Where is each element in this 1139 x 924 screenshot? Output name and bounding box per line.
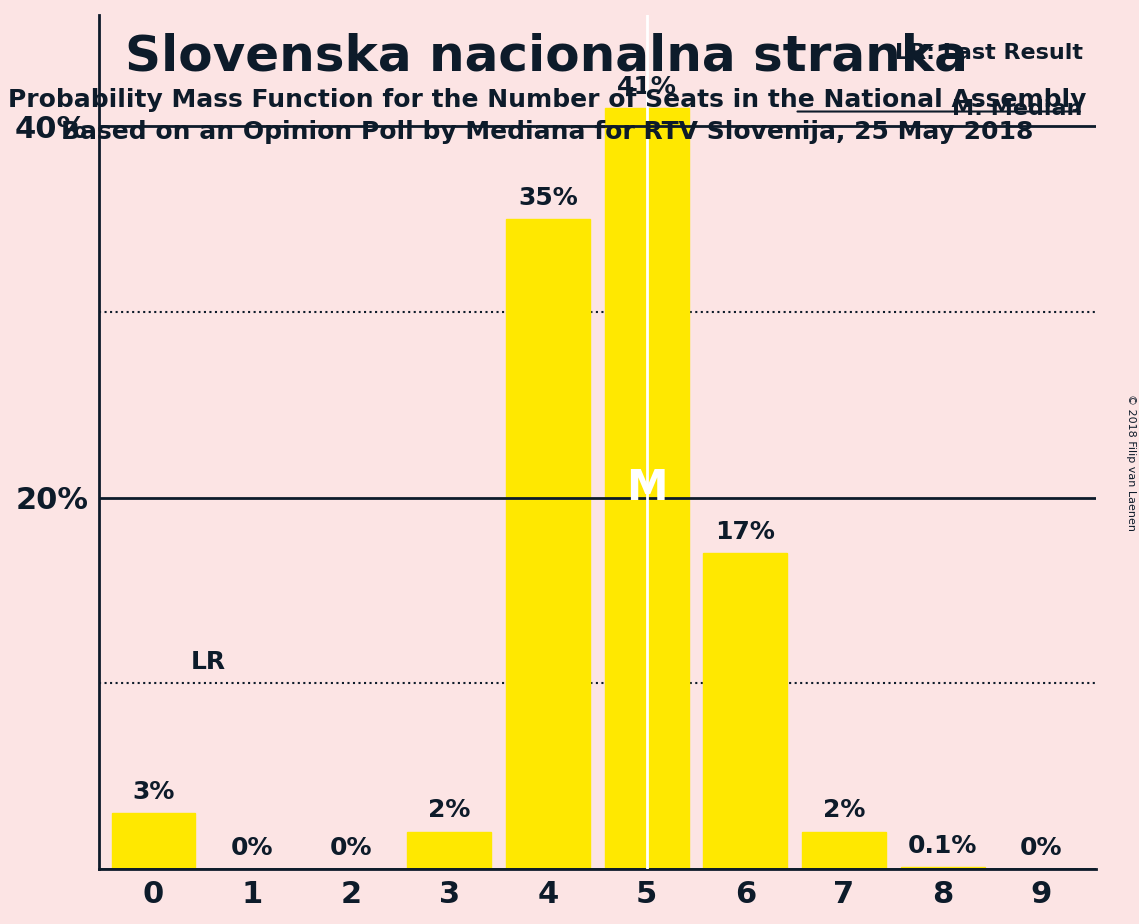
Bar	[704, 553, 787, 869]
Text: © 2018 Filip van Laenen: © 2018 Filip van Laenen	[1126, 394, 1136, 530]
Text: M: Median: M: Median	[952, 99, 1083, 118]
Text: 3%: 3%	[132, 780, 174, 804]
Text: Slovenska nacionalna stranka: Slovenska nacionalna stranka	[125, 32, 968, 80]
Text: 0%: 0%	[1021, 835, 1063, 859]
Text: 0%: 0%	[329, 835, 372, 859]
Text: 35%: 35%	[518, 186, 577, 210]
Text: 0.1%: 0.1%	[908, 833, 977, 857]
Bar	[112, 813, 196, 869]
Bar	[506, 219, 590, 869]
Text: 2%: 2%	[822, 798, 866, 822]
Text: Probability Mass Function for the Number of Seats in the National Assembly: Probability Mass Function for the Number…	[8, 88, 1085, 112]
Bar	[605, 108, 689, 869]
Bar	[802, 832, 886, 869]
Text: Based on an Opinion Poll by Mediana for RTV Slovenija, 25 May 2018: Based on an Opinion Poll by Mediana for …	[60, 120, 1033, 144]
Text: 17%: 17%	[715, 520, 776, 544]
Text: 2%: 2%	[428, 798, 470, 822]
Bar	[901, 867, 984, 869]
Text: LR: LR	[191, 650, 227, 674]
Text: 0%: 0%	[231, 835, 273, 859]
Text: M: M	[626, 468, 667, 509]
Bar	[408, 832, 491, 869]
Text: LR: Last Result: LR: Last Result	[895, 43, 1083, 63]
Text: 41%: 41%	[616, 75, 677, 99]
